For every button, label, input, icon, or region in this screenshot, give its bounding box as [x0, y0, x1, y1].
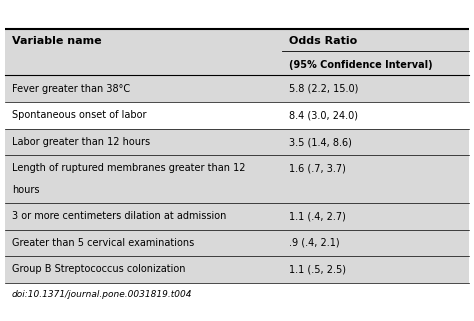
Text: doi:10.1371/journal.pone.0031819.t004: doi:10.1371/journal.pone.0031819.t004 — [12, 290, 192, 299]
Text: .9 (.4, 2.1): .9 (.4, 2.1) — [289, 238, 340, 248]
Text: 1.6 (.7, 3.7): 1.6 (.7, 3.7) — [289, 163, 346, 173]
Text: 8.4 (3.0, 24.0): 8.4 (3.0, 24.0) — [289, 110, 358, 120]
Text: 1.1 (.4, 2.7): 1.1 (.4, 2.7) — [289, 211, 346, 221]
Text: Spontaneous onset of labor: Spontaneous onset of labor — [12, 110, 146, 120]
Bar — [5, 203, 469, 230]
Text: Labor greater than 12 hours: Labor greater than 12 hours — [12, 137, 150, 147]
Text: 3 or more centimeters dilation at admission: 3 or more centimeters dilation at admiss… — [12, 211, 226, 221]
Bar — [5, 230, 469, 256]
Text: (95% Confidence Interval): (95% Confidence Interval) — [289, 60, 433, 70]
Bar — [5, 129, 469, 155]
Text: 1.1 (.5, 2.5): 1.1 (.5, 2.5) — [289, 265, 346, 274]
Text: hours: hours — [12, 185, 39, 195]
Text: Greater than 5 cervical examinations: Greater than 5 cervical examinations — [12, 238, 194, 248]
Bar — [5, 29, 469, 75]
Text: 5.8 (2.2, 15.0): 5.8 (2.2, 15.0) — [289, 84, 358, 94]
Text: 3.5 (1.4, 8.6): 3.5 (1.4, 8.6) — [289, 137, 352, 147]
Text: Length of ruptured membranes greater than 12: Length of ruptured membranes greater tha… — [12, 163, 246, 173]
Bar — [5, 256, 469, 283]
Text: Odds Ratio: Odds Ratio — [289, 36, 357, 46]
Bar — [5, 102, 469, 129]
Text: Fever greater than 38°C: Fever greater than 38°C — [12, 84, 130, 94]
Bar — [5, 155, 469, 203]
Bar — [5, 75, 469, 102]
Text: Group B Streptococcus colonization: Group B Streptococcus colonization — [12, 265, 185, 274]
Text: Variable name: Variable name — [12, 36, 101, 46]
